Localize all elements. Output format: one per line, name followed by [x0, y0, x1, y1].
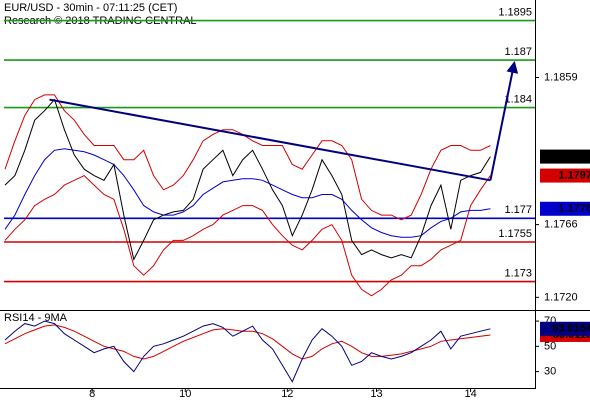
value-tag-label: 1.1776 [558, 203, 590, 215]
level-label: 1.184 [504, 93, 532, 105]
y-tick-label: 1.1859 [544, 71, 578, 83]
value-tag [540, 149, 590, 164]
series-line [4, 324, 491, 360]
series-line [4, 148, 491, 238]
x-tick-label: 14 [464, 388, 476, 400]
chart-title: EUR/USD - 30min - 07:11:25 (CET) [4, 2, 177, 14]
x-tick-label: 10 [179, 388, 191, 400]
y-tick-label: 1.1766 [544, 218, 578, 230]
y-tick-label: 1.1720 [544, 291, 578, 303]
x-tick-label: 13 [370, 388, 382, 400]
x-tick-label: 8 [89, 388, 95, 400]
y-tick-label: 30 [544, 365, 556, 377]
trendline [49, 98, 491, 182]
series-line [4, 94, 491, 221]
x-tick-label: 12 [281, 388, 293, 400]
value-tag-label: 1.1797 [558, 169, 590, 181]
level-label: 1.173 [504, 267, 532, 279]
value-tag [540, 168, 590, 183]
value-tag-label: 1.1809 [558, 150, 590, 162]
level-label: 1.177 [504, 204, 532, 216]
value-tag-label: 63.9154 [552, 323, 590, 335]
level-label: 1.187 [504, 46, 532, 58]
series-line [4, 320, 491, 383]
value-tag [540, 201, 590, 216]
value-tag [540, 321, 590, 336]
level-label: 1.1895 [498, 6, 532, 18]
series-line [4, 175, 491, 297]
level-label: 1.1755 [498, 228, 532, 240]
indicator-title: RSI14 - 9MA [4, 312, 68, 324]
y-tick-label: 50 [544, 340, 556, 352]
arrow [489, 60, 519, 181]
series-line [4, 98, 491, 261]
